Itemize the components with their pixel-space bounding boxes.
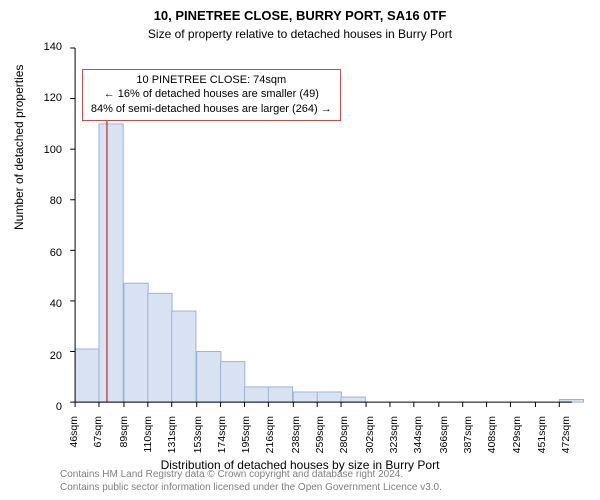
chart-title: 10, PINETREE CLOSE, BURRY PORT, SA16 0TF (0, 0, 600, 25)
y-tick-label: 40 (32, 298, 62, 310)
x-tick-label: 46sqm (68, 416, 80, 456)
plot-area: 10 PINETREE CLOSE: 74sqm ← 16% of detach… (68, 48, 573, 408)
y-tick-label: 20 (32, 350, 62, 362)
x-tick-label: 131sqm (166, 416, 178, 456)
x-tick-label: 408sqm (486, 416, 498, 456)
y-tick-label: 120 (32, 92, 62, 104)
x-tick-label: 89sqm (118, 416, 130, 456)
annotation-line1: 10 PINETREE CLOSE: 74sqm (91, 73, 332, 88)
x-tick-label: 451sqm (536, 416, 548, 456)
x-tick-label: 323sqm (388, 416, 400, 456)
footer-line1: Contains HM Land Registry data © Crown c… (60, 469, 442, 482)
chart-subtitle: Size of property relative to detached ho… (0, 27, 600, 41)
y-tick-label: 140 (32, 41, 62, 53)
x-tick-label: 366sqm (438, 416, 450, 456)
x-tick-label: 195sqm (240, 416, 252, 456)
annotation-line2: ← 16% of detached houses are smaller (49… (91, 87, 332, 102)
x-tick-label: 153sqm (192, 416, 204, 456)
annotation-line3: 84% of semi-detached houses are larger (… (91, 102, 332, 117)
y-axis-label: Number of detached properties (12, 65, 26, 230)
x-tick-label: 238sqm (290, 416, 302, 456)
x-tick-label: 280sqm (338, 416, 350, 456)
x-tick-label: 67sqm (92, 416, 104, 456)
y-tick-label: 0 (32, 401, 62, 413)
y-tick-label: 80 (32, 195, 62, 207)
x-tick-label: 302sqm (364, 416, 376, 456)
chart-container: 10, PINETREE CLOSE, BURRY PORT, SA16 0TF… (0, 0, 600, 500)
x-tick-label: 344sqm (412, 416, 424, 456)
y-tick-label: 60 (32, 247, 62, 259)
x-tick-label: 174sqm (216, 416, 228, 456)
annotation-box: 10 PINETREE CLOSE: 74sqm ← 16% of detach… (82, 69, 341, 122)
y-tick-label: 100 (32, 144, 62, 156)
footer-line2: Contains public sector information licen… (60, 482, 442, 495)
x-tick-label: 216sqm (264, 416, 276, 456)
x-tick-label: 387sqm (462, 416, 474, 456)
footer-attribution: Contains HM Land Registry data © Crown c… (60, 469, 442, 494)
x-tick-label: 472sqm (560, 416, 572, 456)
x-tick-label: 259sqm (314, 416, 326, 456)
x-tick-label: 429sqm (511, 416, 523, 456)
x-tick-label: 110sqm (142, 416, 154, 456)
